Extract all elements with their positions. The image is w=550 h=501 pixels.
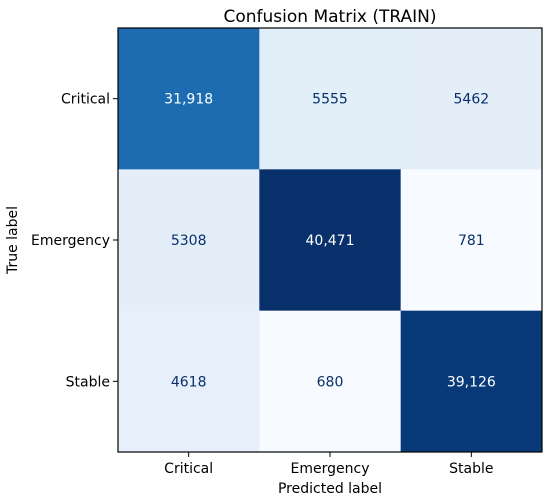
y-tick-label: Stable <box>66 374 110 390</box>
heatmap-cell <box>259 169 402 312</box>
cell-value-label: 5462 <box>454 92 490 108</box>
cell-value-label: 31,918 <box>164 92 213 108</box>
heatmap-cell <box>259 310 402 453</box>
x-tick-label: Critical <box>164 461 213 477</box>
cell-value-label: 39,126 <box>447 374 496 390</box>
heatmap-cell <box>400 310 543 453</box>
cell-value-label: 40,471 <box>306 233 355 249</box>
heatmap-cell <box>400 169 543 312</box>
cell-value-label: 680 <box>317 374 344 390</box>
heatmap-cell <box>118 310 260 453</box>
heatmap-cells: 31,918 5555 5462 5308 40,471 781 4618 680 39,126 <box>118 28 543 453</box>
x-tick-label: Emergency <box>291 461 370 477</box>
x-tick-label: Stable <box>449 461 493 477</box>
y-axis-label: True label <box>5 206 21 275</box>
cell-value-label: 781 <box>458 233 485 249</box>
heatmap-cell <box>400 28 543 170</box>
heatmap-cell <box>118 28 260 170</box>
heatmap-cell <box>259 28 402 170</box>
cell-value-label: 4618 <box>171 374 207 390</box>
chart-title: Confusion Matrix (TRAIN) <box>223 7 436 27</box>
y-tick-label: Critical <box>61 92 110 108</box>
y-tick-label: Emergency <box>31 233 110 249</box>
cell-value-label: 5308 <box>171 233 207 249</box>
cell-value-label: 5555 <box>312 92 348 108</box>
axis-ticks: Critical Emergency Stable Critical Emergency… <box>31 92 493 477</box>
x-axis-label: Predicted label <box>278 481 382 497</box>
heatmap-cell <box>118 169 260 312</box>
